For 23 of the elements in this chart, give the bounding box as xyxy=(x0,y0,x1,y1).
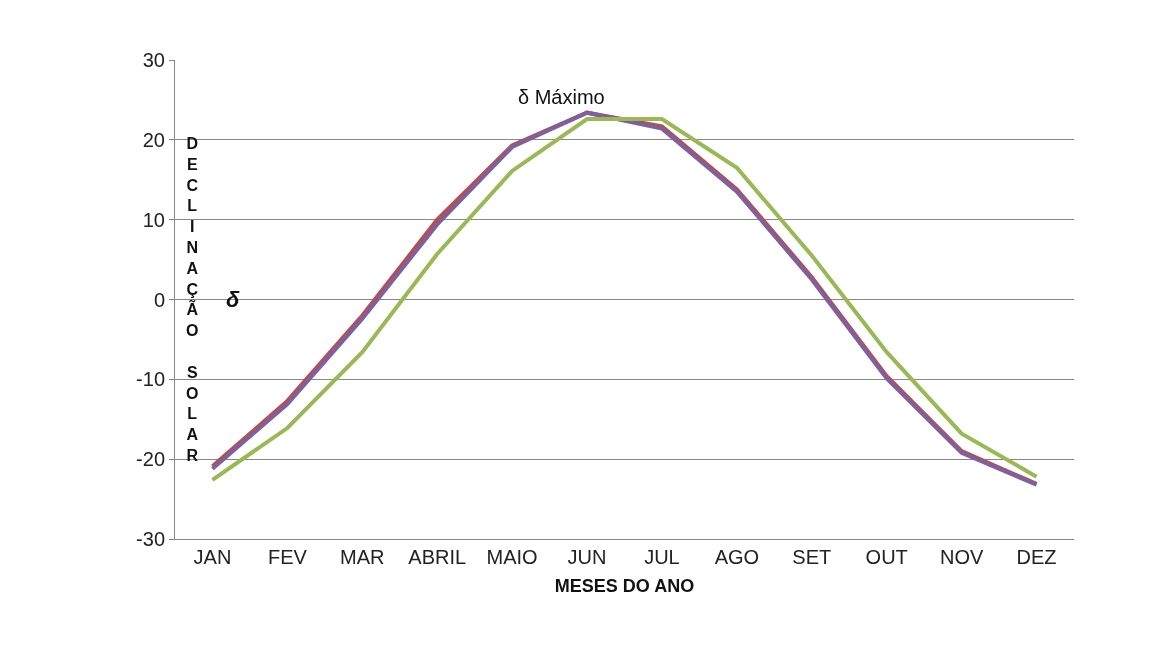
x-axis-title: MESES DO ANO xyxy=(554,576,695,597)
annotation: δ xyxy=(226,287,240,312)
y-tick-label: 20 xyxy=(142,128,165,151)
annotation: δ Máximo xyxy=(518,86,605,108)
x-tick-label: AGO xyxy=(714,546,760,568)
y-tick-label: -30 xyxy=(136,528,165,550)
x-tick-label: DEZ xyxy=(1016,546,1057,568)
y-tick-label: 0 xyxy=(153,288,165,311)
x-tick-label: NOV xyxy=(939,546,984,568)
y-tick-label: 30 xyxy=(142,49,165,71)
x-tick-label: MAIO xyxy=(486,546,538,568)
x-tick-label: ABRIL xyxy=(408,546,467,568)
y-tick-label: 10 xyxy=(142,208,165,231)
y-tick-label: -10 xyxy=(136,368,165,391)
x-tick-label: JUL xyxy=(644,546,680,568)
x-tick-label: SET xyxy=(792,546,832,568)
text: DECLINAÇÃO SOLAR xyxy=(186,135,199,464)
y-tick-label: -20 xyxy=(136,448,165,471)
x-tick-label: JAN xyxy=(193,546,232,568)
x-tick-label: JUN xyxy=(567,546,607,568)
x-tick-label: FEV xyxy=(267,546,308,568)
x-tick-label: OUT xyxy=(865,546,908,568)
x-tick-label: MAR xyxy=(340,546,385,568)
